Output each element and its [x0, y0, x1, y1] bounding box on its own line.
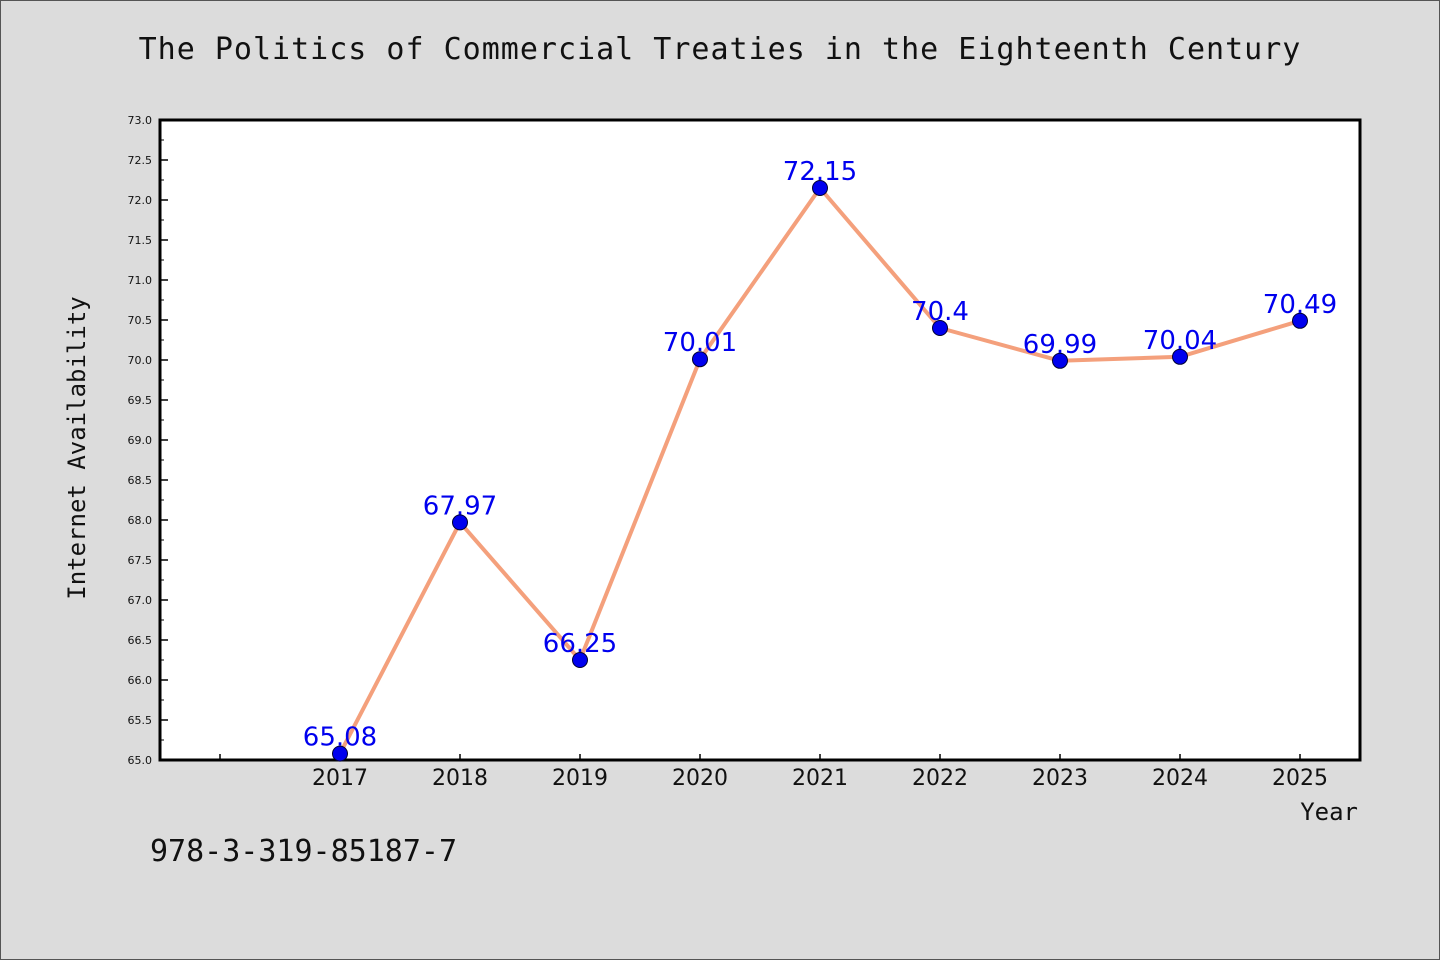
data-point	[332, 745, 348, 762]
y-tick-label: 69.0	[128, 434, 153, 447]
data-label: 70.04	[1143, 326, 1217, 356]
y-tick-label: 65.5	[128, 714, 153, 727]
x-tick-label: 2020	[672, 766, 728, 791]
y-tick-label: 66.5	[128, 634, 153, 647]
y-tick-label: 68.5	[128, 474, 153, 487]
data-point	[572, 652, 588, 668]
y-tick-label: 71.0	[128, 274, 153, 287]
data-labels: 65.08 67.97 66.25 70.01 72.15 70.4 69.99 70.04 7…	[303, 157, 1337, 753]
data-label: 70.49	[1263, 290, 1337, 320]
y-tick-label: 68.0	[128, 514, 153, 527]
isbn-footer: 978-3-319-85187-7	[150, 834, 458, 869]
y-tick-label: 71.5	[128, 234, 153, 247]
x-tick-label: 2019	[552, 766, 608, 791]
y-tick-label: 70.0	[128, 354, 153, 367]
data-label: 67.97	[423, 491, 497, 521]
x-tick-label: 2017	[312, 766, 368, 791]
data-label: 69.99	[1023, 330, 1097, 360]
x-tick-label: 2023	[1032, 766, 1088, 791]
y-tick-label: 70.5	[128, 314, 153, 327]
data-point	[1172, 348, 1188, 365]
x-axis-ticks: 2017 2018 2019 2020 2021 2022 2023 2024 2025	[219, 754, 1328, 791]
y-tick-label: 73.0	[128, 114, 153, 127]
y-tick-label: 72.0	[128, 194, 153, 207]
x-tick-label: 2025	[1272, 766, 1328, 791]
data-point	[932, 320, 948, 336]
data-point	[812, 180, 828, 196]
x-tick-label: 2024	[1152, 766, 1208, 791]
plot-area	[158, 118, 1362, 762]
x-tick-label: 2021	[792, 766, 848, 791]
data-label: 66.25	[543, 629, 617, 659]
data-label: 70.4	[911, 297, 969, 327]
y-tick-label: 65.0	[128, 754, 153, 767]
x-tick-label: 2022	[912, 766, 968, 791]
y-tick-label: 67.0	[128, 594, 153, 607]
data-point	[692, 351, 708, 368]
y-axis-ticks: 65.0 65.5 66.0 66.5 67.0 67.5 68.0 68.5 69.0 69.5…	[128, 114, 168, 767]
y-axis-title: Internet Availability	[63, 296, 91, 599]
data-point	[1292, 312, 1308, 329]
series-markers	[332, 180, 1308, 762]
chart-title: The Politics of Commercial Treaties in t…	[138, 32, 1302, 67]
data-label: 65.08	[303, 723, 377, 753]
data-point	[1052, 352, 1068, 369]
data-label: 72.15	[783, 157, 857, 187]
y-tick-label: 69.5	[128, 394, 153, 407]
x-tick-label: 2018	[432, 766, 488, 791]
y-tick-label: 67.5	[128, 554, 153, 567]
y-tick-label: 72.5	[128, 154, 153, 167]
data-label: 70.01	[663, 328, 737, 358]
data-point	[452, 514, 468, 531]
y-tick-label: 66.0	[128, 674, 153, 687]
x-axis-title: Year	[1300, 798, 1358, 826]
